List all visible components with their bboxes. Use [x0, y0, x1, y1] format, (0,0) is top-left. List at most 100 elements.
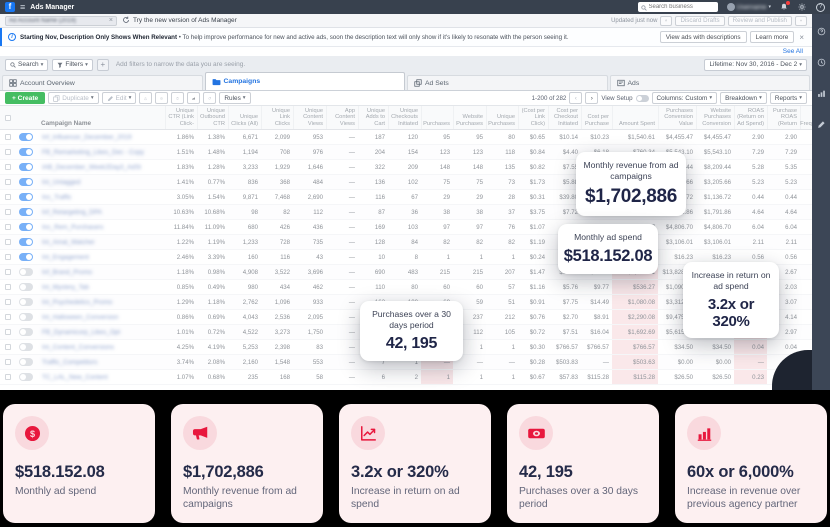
campaign-name[interactable]: FB_Dynamicorp_Likes_Opt	[42, 328, 121, 336]
column-header[interactable]: Purchase ROAS (Return on Ad Spend)	[734, 106, 767, 129]
column-header[interactable]: Unique Outbound CTR	[197, 106, 228, 129]
campaign-name[interactable]: Int_Untagged	[42, 178, 81, 186]
tab-campaigns[interactable]: Campaigns	[204, 72, 405, 90]
column-header[interactable]: Unique Content Views	[293, 106, 326, 129]
campaign-toggle[interactable]	[19, 148, 33, 156]
campaign-name[interactable]: TC_LAL_New_Content	[42, 373, 108, 381]
column-header[interactable]: Amount Spent	[612, 106, 658, 129]
column-header[interactable]: Unique Link Clicks	[261, 106, 293, 129]
columns-dropdown[interactable]: Columns: Custom ▾	[651, 92, 718, 104]
clear-icon[interactable]: ×	[108, 17, 113, 24]
delete-button[interactable]	[171, 92, 185, 104]
campaign-name[interactable]: Inf_Retargeting_DPA	[42, 208, 102, 216]
campaign-name[interactable]: Int_Mystery_Tab	[42, 283, 89, 291]
tag-button[interactable]	[203, 92, 217, 104]
hamburger-menu-icon[interactable]: ≡	[20, 1, 26, 12]
column-header[interactable]: Purchases	[421, 106, 453, 129]
campaign-name[interactable]: Inc_Traffic	[42, 193, 72, 201]
column-header[interactable]: Unique Purchases	[486, 106, 518, 129]
column-header[interactable]: Website Purchase ROAS (Return	[767, 106, 800, 129]
select-all-checkbox[interactable]	[5, 114, 11, 121]
campaign-toggle[interactable]	[19, 343, 33, 351]
see-all-link[interactable]: See All	[782, 48, 803, 55]
column-header[interactable]: Unique Mobile App Content Views	[326, 106, 358, 129]
campaign-toggle[interactable]	[19, 223, 33, 231]
campaign-toggle[interactable]	[19, 298, 33, 306]
column-header[interactable]: Website Purchases	[453, 106, 486, 129]
row-checkbox[interactable]	[5, 239, 11, 245]
column-header[interactable]: Cost per Purchase	[581, 106, 612, 129]
row-checkbox[interactable]	[5, 344, 11, 350]
column-header[interactable]: Unique CTR (Link Click-	[165, 106, 197, 129]
campaign-name[interactable]: IAB_December_Week2Day3_AdSt	[42, 163, 141, 171]
row-checkbox[interactable]	[5, 254, 11, 260]
row-checkbox[interactable]	[5, 374, 11, 380]
campaign-toggle[interactable]	[19, 313, 33, 321]
campaign-toggle[interactable]	[19, 373, 33, 381]
column-header[interactable]: Cost per Checkout Initiated	[548, 106, 581, 129]
row-checkbox[interactable]	[5, 269, 11, 275]
tab-ad-sets[interactable]: Ad Sets	[407, 75, 608, 90]
chart-icon[interactable]	[817, 85, 826, 103]
campaign-name[interactable]: Inf_Influencer_December_2019	[42, 133, 132, 141]
row-checkbox[interactable]	[5, 134, 11, 140]
row-checkbox[interactable]	[5, 314, 11, 320]
row-checkbox[interactable]	[5, 284, 11, 290]
campaign-name[interactable]: Inf_Brand_Promo	[42, 268, 93, 276]
user-menu[interactable]: Username ▾	[726, 3, 771, 11]
charts-button[interactable]	[187, 92, 201, 104]
campaign-name[interactable]: Int_Content_Conversions	[42, 343, 115, 351]
campaign-name[interactable]: Int_Psychedelics_Promo	[42, 298, 113, 306]
campaign-name[interactable]: Int_Halloween_Conversion	[42, 313, 119, 321]
pencil-icon[interactable]	[817, 116, 826, 134]
settings-button[interactable]	[795, 15, 807, 26]
help-icon[interactable]: ?	[816, 2, 825, 12]
campaign-toggle[interactable]	[19, 268, 33, 276]
campaign-toggle[interactable]	[19, 283, 33, 291]
campaign-name[interactable]: Int_Engagement	[42, 253, 89, 261]
column-header[interactable]: Unique Checkouts Initiated	[388, 106, 421, 129]
search-filter-button[interactable]: Search ▾	[5, 58, 49, 71]
row-checkbox[interactable]	[5, 149, 11, 155]
row-checkbox[interactable]	[5, 164, 11, 170]
try-new-version-link[interactable]: Try the new version of Ads Manager	[122, 16, 237, 26]
next-page-button[interactable]: ›	[585, 92, 599, 104]
campaign-toggle[interactable]	[19, 358, 33, 366]
close-icon[interactable]: ×	[799, 32, 804, 42]
prev-page-button[interactable]: ‹	[569, 92, 583, 104]
notifications-bell-icon[interactable]	[779, 1, 790, 12]
campaign-name[interactable]: Inc_Rem_Purchasers	[42, 223, 104, 231]
view-ads-descriptions-button[interactable]: View ads with descriptions	[659, 31, 747, 43]
campaign-toggle[interactable]	[19, 253, 33, 261]
tab-ads[interactable]: Ads	[609, 75, 810, 90]
review-publish-button[interactable]: Review and Publish	[727, 15, 792, 26]
column-header[interactable]: Unique Clicks (All)	[228, 106, 261, 129]
date-range-picker[interactable]: Lifetime: Nov 30, 2016 - Dec 2 ▾	[704, 58, 807, 71]
row-checkbox[interactable]	[5, 359, 11, 365]
ab-test-button[interactable]	[139, 92, 153, 104]
search-input[interactable]	[648, 4, 709, 10]
campaign-toggle[interactable]	[19, 328, 33, 336]
column-header[interactable]: CPC (Cost per Link Click)	[518, 106, 548, 129]
help-icon[interactable]	[817, 23, 826, 41]
campaign-name[interactable]: Traffic_Competitors	[42, 358, 98, 366]
discard-drafts-button[interactable]: Discard Drafts	[675, 15, 725, 26]
column-header[interactable]: Unique Adds to Cart	[358, 106, 388, 129]
campaign-toggle[interactable]	[19, 208, 33, 216]
row-checkbox[interactable]	[5, 179, 11, 185]
rules-button[interactable]: Rules ▾	[219, 92, 251, 104]
campaign-toggle[interactable]	[19, 163, 33, 171]
facebook-logo-icon[interactable]: f	[5, 2, 15, 12]
refresh-button[interactable]	[660, 15, 673, 26]
row-checkbox[interactable]	[5, 299, 11, 305]
breakdown-dropdown[interactable]: Breakdown ▾	[720, 92, 767, 104]
clock-icon[interactable]	[817, 54, 826, 72]
add-filter-button[interactable]: +	[96, 58, 109, 71]
column-header-campaign-name[interactable]: Campaign Name	[41, 119, 92, 127]
account-selector[interactable]: Ad Account Name (2019) ×	[5, 15, 117, 26]
campaign-toggle[interactable]	[19, 238, 33, 246]
campaign-toggle[interactable]	[19, 193, 33, 201]
history-button[interactable]	[155, 92, 169, 104]
tab-account-overview[interactable]: Account Overview	[2, 75, 203, 90]
view-setup-toggle[interactable]	[635, 94, 649, 102]
